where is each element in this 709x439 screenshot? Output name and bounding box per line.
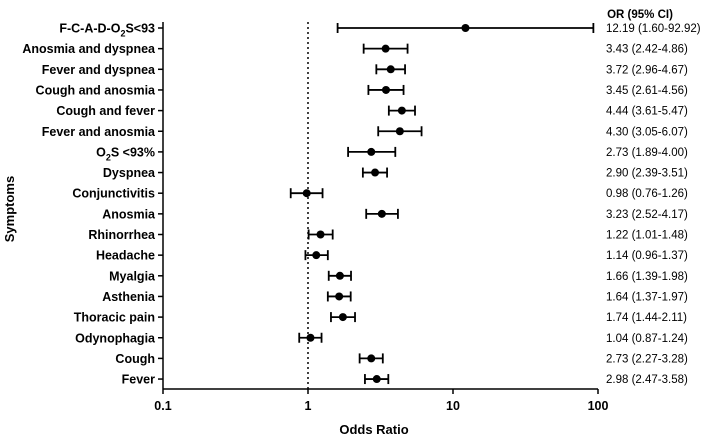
or-ci-value: 1.64 (1.37-1.97) <box>606 291 688 303</box>
symptom-label: Fever and dyspnea <box>42 63 156 77</box>
symptom-label: Thoracic pain <box>74 311 155 325</box>
symptom-label: Headache <box>96 249 155 263</box>
or-ci-value: 3.45 (2.61-4.56) <box>606 85 688 97</box>
symptom-label-text: Cough and anosmia <box>36 83 157 97</box>
odds-ratio-point <box>306 333 315 342</box>
or-ci-value: 1.66 (1.39-1.98) <box>606 271 688 283</box>
symptom-label-text: Cough <box>115 352 155 366</box>
odds-ratio-point <box>386 65 395 74</box>
symptom-label: Fever and anosmia <box>42 125 156 139</box>
symptom-label-text: Cough and fever <box>56 104 155 118</box>
symptom-label: Dyspnea <box>103 166 156 180</box>
or-ci-value: 12.19 (1.60-92.92) <box>606 23 701 35</box>
odds-ratio-point <box>397 106 406 115</box>
or-ci-value: 0.98 (0.76-1.26) <box>606 188 688 200</box>
or-ci-value: 2.73 (2.27-3.28) <box>606 353 688 365</box>
x-axis-title: Odds Ratio <box>339 422 408 437</box>
or-ci-value: 4.30 (3.05-6.07) <box>606 126 688 138</box>
symptom-label-text: Headache <box>96 249 155 263</box>
or-ci-value: 3.23 (2.52-4.17) <box>606 209 688 221</box>
or-ci-value: 2.90 (2.39-3.51) <box>606 168 688 180</box>
symptom-label-tail: S<93 <box>125 22 155 36</box>
symptom-label-text: Anosmia <box>102 207 156 221</box>
symptom-label: Fever <box>122 373 155 387</box>
symptom-label-subscript: 2 <box>106 152 111 162</box>
odds-ratio-point <box>335 271 344 280</box>
symptom-label-text: Dyspnea <box>103 166 156 180</box>
symptom-label: Anosmia <box>102 207 156 221</box>
or-ci-value: 2.98 (2.47-3.58) <box>606 374 688 386</box>
odds-ratio-point <box>377 209 386 218</box>
symptom-label-text: O <box>96 145 106 159</box>
odds-ratio-point <box>338 313 347 322</box>
symptom-label-text: Myalgia <box>109 269 156 283</box>
symptom-label: Asthenia <box>102 290 156 304</box>
symptom-label-text: Fever and dyspnea <box>42 63 156 77</box>
symptom-label-text: F-C-A-D-O <box>59 22 120 36</box>
or-ci-value: 1.14 (0.96-1.37) <box>606 250 688 262</box>
x-tick-label: 1 <box>305 399 312 413</box>
or-ci-value: 1.22 (1.01-1.48) <box>606 230 688 242</box>
odds-ratio-point <box>316 230 325 239</box>
symptom-label: Rhinorrhea <box>88 228 156 242</box>
symptom-label: Anosmia and dyspnea <box>22 42 156 56</box>
symptom-label: Cough and anosmia <box>36 83 157 97</box>
x-tick-label: 0.1 <box>154 399 171 413</box>
symptom-label-subscript: 2 <box>120 29 125 39</box>
y-axis-title: Symptoms <box>2 176 17 242</box>
symptom-label-tail: S <93% <box>111 145 155 159</box>
symptom-label-text: Odynophagia <box>75 331 156 345</box>
symptom-label: Cough <box>115 352 155 366</box>
or-ci-value: 1.04 (0.87-1.24) <box>606 333 688 345</box>
odds-ratio-point <box>367 147 376 156</box>
odds-ratio-point <box>381 85 390 94</box>
symptom-label-text: Thoracic pain <box>74 311 155 325</box>
symptom-label-text: Asthenia <box>102 290 156 304</box>
odds-ratio-point <box>371 168 380 177</box>
odds-ratio-point <box>381 44 390 53</box>
or-ci-header: OR (95% CI) <box>607 9 673 21</box>
symptom-label-text: Anosmia and dyspnea <box>22 42 156 56</box>
symptom-label: Myalgia <box>109 269 156 283</box>
symptom-label: Odynophagia <box>75 331 156 345</box>
symptom-label-text: Fever and anosmia <box>42 125 156 139</box>
symptom-label: Cough and fever <box>56 104 155 118</box>
or-ci-value: 3.43 (2.42-4.86) <box>606 44 688 56</box>
or-ci-value: 4.44 (3.61-5.47) <box>606 106 688 118</box>
symptom-label: F-C-A-D-O2S<93 <box>59 22 155 39</box>
odds-ratio-point <box>372 375 381 384</box>
or-ci-value: 1.74 (1.44-2.11) <box>606 312 687 324</box>
symptom-label-text: Conjunctivitis <box>72 187 155 201</box>
symptom-label: Conjunctivitis <box>72 187 155 201</box>
odds-ratio-point <box>461 24 470 32</box>
odds-ratio-point <box>335 292 344 301</box>
symptom-label: O2S <93% <box>96 145 155 162</box>
symptom-label-text: Fever <box>122 373 155 387</box>
x-tick-label: 100 <box>588 399 609 413</box>
odds-ratio-point <box>395 127 404 136</box>
or-ci-value: 2.73 (1.89-4.00) <box>606 147 688 159</box>
or-ci-value: 3.72 (2.96-4.67) <box>606 64 688 76</box>
odds-ratio-point <box>312 251 321 260</box>
x-tick-label: 10 <box>446 399 460 413</box>
odds-ratio-point <box>302 189 311 198</box>
odds-ratio-point <box>367 354 376 363</box>
symptom-label-text: Rhinorrhea <box>88 228 156 242</box>
